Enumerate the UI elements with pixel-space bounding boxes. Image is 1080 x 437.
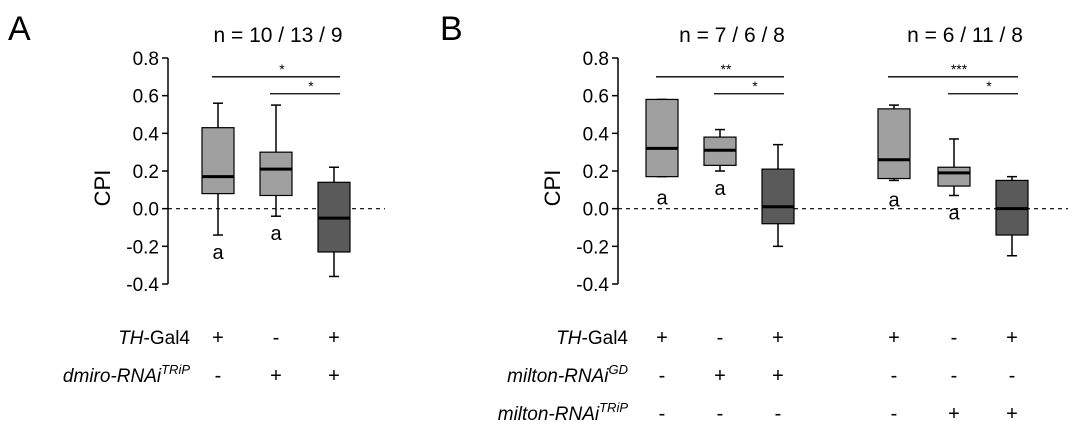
panel-b-group-2-box-1-iqr-box <box>877 108 911 180</box>
panel-b-genotype-sign: - <box>891 365 898 387</box>
panel-b-group-1-sample-size: n = 7 / 6 / 8 <box>679 24 785 47</box>
panel-a-genotype-sign: + <box>270 365 282 387</box>
panel-a-genotype-sign: - <box>215 365 222 387</box>
panel-a-genotype-sign: + <box>328 327 340 349</box>
panel-b-y-tick-label: -0.4 <box>576 275 609 296</box>
panel-a-y-tick-label: 0.6 <box>133 87 159 108</box>
panel-a-letter: A <box>8 10 31 48</box>
panel-a-sample-size: n = 10 / 13 / 9 <box>213 24 342 47</box>
panel-b-group-1-significance-stars: * <box>752 78 758 94</box>
panel-b-group-1-significance-stars: ** <box>721 61 732 77</box>
panel-b-genotype-sign: - <box>717 327 724 349</box>
panel-b-group-2-box-2-group-letter: a <box>948 202 960 224</box>
panel-a-box-2-iqr-box <box>259 151 293 197</box>
panel-b-genotype-label: milton-RNAiTRiP <box>498 400 629 425</box>
panel-a-genotype-label: dmiro-RNAiTRiP <box>63 362 190 387</box>
panel-a-box-1-iqr-box <box>201 127 235 195</box>
panel-a-genotype-sign: + <box>212 327 224 349</box>
panel-b-genotype-sign: - <box>891 403 898 425</box>
panel-b-group-1-box-1-iqr-box <box>645 98 679 178</box>
panel-b-group-2-sample-size: n = 6 / 11 / 8 <box>907 24 1023 47</box>
panel-b-y-axis-title: CPI <box>540 170 565 207</box>
panel-b-y-tick-label: 0.0 <box>583 200 609 221</box>
panel-a-y-tick-label: -0.2 <box>126 237 159 258</box>
panel-a-y-tick-label: 0.8 <box>133 49 159 70</box>
panel-b-genotype-sign: - <box>717 403 724 425</box>
panel-b-genotype-sign: - <box>659 365 666 387</box>
panel-b-genotype-sign: - <box>951 365 958 387</box>
panel-b-genotype-sign: - <box>951 327 958 349</box>
panel-a-genotype-sign: - <box>273 327 280 349</box>
panel-b-group-2-box-2-iqr-box <box>937 166 971 187</box>
panel-b-genotype-sign: + <box>948 403 960 425</box>
panel-b-genotype-sign: + <box>1006 327 1018 349</box>
panel-b-genotype-sign: + <box>772 365 784 387</box>
panel-b-genotype-label: TH-Gal4 <box>556 328 628 349</box>
panel-a-box-1-group-letter: a <box>212 242 224 264</box>
panel-b-genotype-label: milton-RNAiGD <box>507 362 628 387</box>
panel-b-group-1-box-1-group-letter: a <box>656 188 668 210</box>
panel-b-y-tick-label: 0.2 <box>583 162 609 183</box>
panel-b-group-2-significance-stars: * <box>986 78 992 94</box>
panel-b-genotype-sign: + <box>714 365 726 387</box>
panel-b-genotype-sign: + <box>772 327 784 349</box>
panel-b-genotype-sign: - <box>775 403 782 425</box>
panel-a-genotype-label: TH-Gal4 <box>118 328 190 349</box>
panel-a-y-tick-label: -0.4 <box>126 275 159 296</box>
panel-b-genotype-sign: + <box>1006 403 1018 425</box>
panel-b-letter: B <box>440 10 463 48</box>
panel-b-genotype-sign: - <box>659 403 666 425</box>
panel-a-box-2-group-letter: a <box>270 223 282 245</box>
panel-b-y-tick-label: 0.6 <box>583 87 609 108</box>
panel-b-genotype-sign: + <box>656 327 668 349</box>
panel-a-y-tick-label: 0.0 <box>133 200 159 221</box>
panel-a-y-tick-label: 0.4 <box>133 124 160 145</box>
panel-a-y-axis-title: CPI <box>90 170 115 207</box>
panel-a-genotype-sign: + <box>328 365 340 387</box>
panel-b-group-1-box-3-iqr-box <box>761 168 795 225</box>
panel-a-significance-stars: * <box>279 61 285 77</box>
panel-b-group-1-box-2-group-letter: a <box>714 178 726 200</box>
panel-b-group-2-significance-stars: *** <box>951 61 968 77</box>
panel-b-y-tick-label: -0.2 <box>576 237 609 258</box>
panel-b-y-tick-label: 0.8 <box>583 49 609 70</box>
panel-b-group-2-box-1-group-letter: a <box>888 190 900 212</box>
panel-b-genotype-sign: + <box>888 327 900 349</box>
panel-a-significance-stars: * <box>308 78 314 94</box>
panel-a-y-tick-label: 0.2 <box>133 162 159 183</box>
panel-b-genotype-sign: - <box>1009 365 1016 387</box>
panel-b-y-tick-label: 0.4 <box>583 124 610 145</box>
